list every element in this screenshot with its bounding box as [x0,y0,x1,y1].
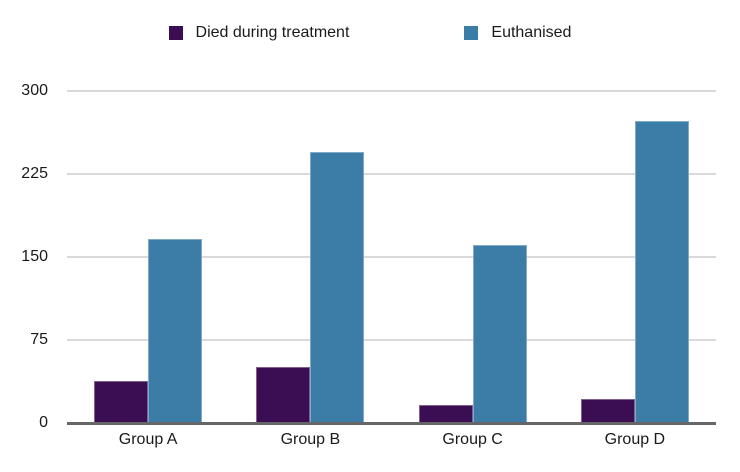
y-tick-label: 225 [21,165,48,182]
bar [310,151,365,423]
y-axis-labels: 0 75 150 225 300 [0,82,48,431]
legend-item-2: Euthanised [464,24,571,42]
y-tick-label: 0 [39,414,48,431]
plot-area [67,90,716,423]
y-tick-label: 300 [21,82,48,99]
x-axis-label: Group D [604,431,666,448]
x-axis-label: Group B [280,431,341,448]
bar [634,120,689,423]
legend-swatch-icon [464,26,479,40]
bar-group-group-c [392,91,554,423]
bar [256,366,311,423]
bar [418,405,473,423]
x-axis-label: Group C [442,431,503,448]
gridline [67,90,716,92]
bar-group-group-b [229,91,391,423]
gridline [67,256,716,258]
bar [580,398,635,423]
gridline [67,339,716,341]
x-axis-label: Group A [118,431,178,448]
x-axis-labels: Group A Group B Group C Group D [67,431,716,449]
bar-group-group-a [67,91,229,423]
y-tick-label: 75 [30,331,48,348]
legend-item-1: Died during treatment [168,24,350,42]
bar [148,239,203,423]
legend-label: Euthanised [491,24,572,41]
x-axis-line [67,422,716,425]
bar [472,244,527,423]
bar-group-group-d [554,91,716,423]
gridline [67,173,716,175]
legend-label: Died during treatment [195,24,350,41]
y-tick-label: 150 [21,248,48,265]
legend-swatch-icon [168,26,183,40]
bar-groups [67,91,716,423]
bar [94,380,149,423]
legend: Died during treatment Euthanised [0,24,740,42]
